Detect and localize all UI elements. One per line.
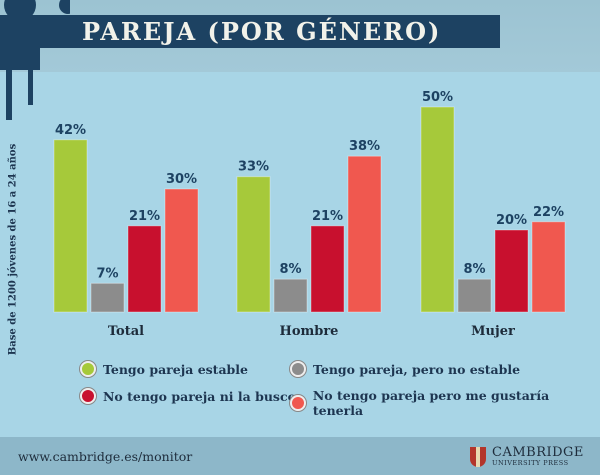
- bar-mujer-2: [494, 229, 529, 313]
- legend-swatch-icon: [290, 395, 306, 411]
- data-label: 8%: [279, 262, 301, 277]
- data-label: 38%: [349, 139, 380, 154]
- title-bar: [0, 15, 500, 48]
- data-label: 33%: [238, 160, 269, 175]
- data-label: 22%: [533, 205, 564, 220]
- legend-swatch-icon: [80, 388, 96, 404]
- bar-total-1: [90, 282, 125, 313]
- bar-hombre-2: [310, 225, 345, 313]
- bar-mujer-3: [531, 221, 566, 313]
- legend-item: Tengo pareja estable: [80, 361, 248, 377]
- bar-hombre-1: [273, 278, 308, 313]
- footer-band: [0, 437, 600, 475]
- cambridge-logo: CAMBRIDGE UNIVERSITY PRESS: [470, 446, 584, 467]
- bar-total-2: [127, 225, 162, 313]
- bar-mujer-1: [457, 278, 492, 313]
- logo-subtext: UNIVERSITY PRESS: [492, 459, 569, 467]
- legend-swatch-icon: [80, 361, 96, 377]
- legend-swatch-icon: [290, 361, 306, 377]
- bar-total-3: [164, 188, 199, 313]
- data-label: 50%: [422, 90, 453, 105]
- legend-label: Tengo pareja estable: [103, 361, 248, 377]
- data-label: 7%: [96, 266, 118, 281]
- bar-hombre-0: [236, 176, 271, 313]
- category-label: Hombre: [280, 324, 339, 339]
- data-label: 21%: [129, 209, 160, 224]
- legend-item: No tengo pareja pero me gustaría tenerla: [290, 388, 600, 418]
- website-link[interactable]: www.cambridge.es/monitor: [18, 449, 193, 464]
- bar-mujer-0: [420, 106, 455, 313]
- chart-title: PAREJA (POR GÉNERO): [82, 17, 442, 46]
- bar-total-0: [53, 139, 88, 313]
- shield-icon: [470, 446, 486, 467]
- data-label: 30%: [166, 172, 197, 187]
- legend-item: No tengo pareja ni la busco: [80, 388, 296, 404]
- data-label: 21%: [312, 209, 343, 224]
- category-label: Total: [108, 324, 144, 339]
- data-label: 20%: [496, 213, 527, 228]
- legend-label: Tengo pareja, pero no estable: [313, 361, 521, 377]
- legend-item: Tengo pareja, pero no estable: [290, 361, 520, 377]
- logo-text: CAMBRIDGE: [492, 445, 584, 460]
- category-label: Mujer: [471, 324, 515, 339]
- legend-label: No tengo pareja pero me gustaría tenerla: [312, 388, 550, 418]
- data-label: 42%: [55, 123, 86, 138]
- bar-hombre-3: [347, 155, 382, 313]
- data-label: 8%: [463, 262, 485, 277]
- legend-label: No tengo pareja ni la busco: [103, 388, 296, 404]
